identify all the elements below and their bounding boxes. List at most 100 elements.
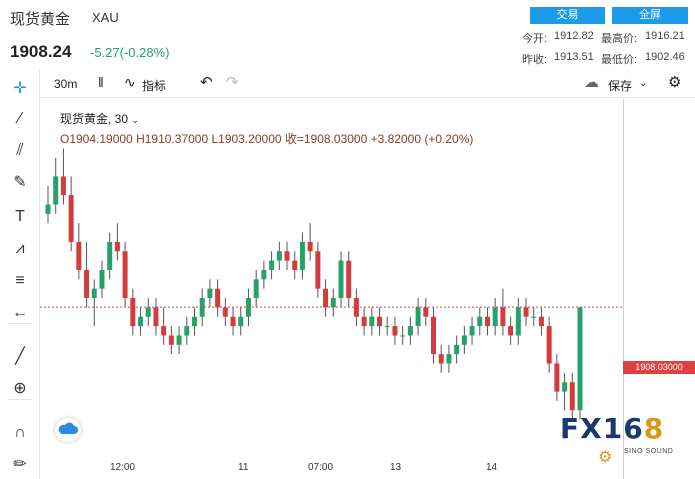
text-icon[interactable]: T	[15, 208, 25, 225]
candle-body	[145, 307, 151, 317]
time-tick-label: 12:00	[110, 462, 136, 473]
candle-body	[361, 316, 367, 327]
arrow-left-icon[interactable]: ←	[8, 302, 32, 324]
high-label: 最高价:	[601, 33, 638, 45]
candle-body	[276, 251, 282, 261]
candle-body	[400, 335, 406, 337]
candle-body	[515, 307, 521, 336]
low-label: 最低价:	[601, 54, 638, 66]
low-value: 1902.46	[645, 51, 685, 63]
open-value: 1912.82	[554, 30, 594, 42]
indicators-button[interactable]: 指标	[142, 79, 167, 93]
pattern-icon[interactable]: ⩘	[15, 240, 25, 257]
candle-body	[284, 251, 290, 261]
candle-body	[477, 316, 483, 327]
chevron-down-icon[interactable]: ⌄	[639, 78, 648, 89]
candle-body	[330, 298, 336, 308]
redo-icon[interactable]: ↷	[226, 74, 239, 91]
drawing-toolbar: ✛ ∕ ⫽ ✎ T ⩘ ≡ ← ╱ ⊕ ∩ ✏	[0, 70, 40, 479]
pencil-lock-icon[interactable]: ✏	[13, 456, 27, 473]
candle-body	[307, 241, 313, 252]
candle-body	[531, 316, 537, 318]
candle-body	[215, 288, 221, 308]
candle-body	[230, 316, 236, 327]
candle-body	[384, 326, 390, 328]
candle-body	[377, 316, 383, 327]
candle-body	[454, 344, 460, 355]
candle-body	[500, 307, 506, 327]
candle-body	[299, 241, 305, 270]
ohlc-readout: O1904.19000 H1910.37000 L1903.20000 收=19…	[60, 132, 474, 146]
logo-text: FX16	[560, 412, 644, 445]
candle-body	[392, 326, 398, 336]
logo-subtext: SINO SOUND	[624, 448, 674, 455]
candle-body	[538, 316, 544, 327]
candle-body	[523, 307, 529, 317]
candle-body	[153, 307, 159, 327]
brush-icon[interactable]: ✎	[13, 174, 27, 191]
candle-body	[114, 241, 120, 252]
candle-body	[68, 195, 74, 242]
candle-body	[176, 335, 182, 345]
price-change: -5.27(-0.28%)	[90, 45, 170, 60]
candle-body	[438, 354, 444, 364]
fullscreen-button[interactable]: 全屏	[612, 7, 688, 24]
cloud-icon[interactable]	[55, 418, 81, 442]
candle-body	[222, 307, 228, 317]
trade-button[interactable]: 交易	[530, 7, 605, 24]
candle-body	[91, 288, 97, 299]
candlestick-chart[interactable]	[40, 99, 624, 459]
save-button[interactable]: 保存	[608, 79, 633, 93]
magnet-icon[interactable]: ∩	[14, 424, 26, 441]
settings-icon[interactable]: ⚙	[668, 74, 682, 91]
fx168-logo: FX168	[560, 412, 664, 445]
candle-body	[45, 204, 51, 214]
chevron-down-icon[interactable]: ⌄	[131, 115, 139, 125]
quote-header: 现货黄金 XAU 1908.24 -5.27(-0.28%) 交易 全屏 今开:…	[0, 0, 695, 70]
candle-body	[323, 288, 329, 308]
candle-body	[546, 326, 552, 364]
candle-body	[554, 363, 560, 392]
cloud-save-icon[interactable]: ☁	[584, 74, 599, 91]
candle-body	[168, 335, 174, 345]
candle-body	[130, 298, 136, 327]
instrument-code: XAU	[92, 10, 119, 25]
open-label: 今开:	[522, 33, 548, 45]
candle-body	[60, 176, 66, 196]
candle-type-icon[interactable]: ‖	[98, 74, 104, 90]
candle-body	[53, 176, 59, 205]
price-axis-border	[623, 99, 624, 479]
indicators-icon[interactable]: ∿	[124, 74, 136, 90]
chart-gear-icon[interactable]: ⚙	[598, 449, 613, 466]
ruler-icon[interactable]: ╱	[15, 348, 25, 365]
candle-body	[446, 354, 452, 364]
candle-body	[346, 260, 352, 299]
candle-body	[269, 260, 275, 270]
instrument-name: 现货黄金	[10, 11, 71, 28]
undo-icon[interactable]: ↶	[200, 74, 213, 91]
zoom-in-icon[interactable]: ⊕	[8, 378, 32, 400]
interval-selector[interactable]: 30m	[54, 77, 78, 91]
candle-body	[84, 269, 90, 299]
last-price-tag: 1908.03000	[623, 361, 695, 374]
candle-body	[369, 316, 375, 327]
candle-body	[577, 307, 583, 411]
candle-body	[76, 241, 82, 270]
candle-body	[161, 326, 167, 336]
candle-body	[207, 288, 213, 299]
candle-body	[261, 269, 267, 280]
candle-body	[407, 326, 413, 336]
candle-body	[199, 298, 205, 317]
legend-title: 现货黄金, 30	[60, 112, 129, 126]
parallel-channel-icon[interactable]: ⫽	[16, 142, 24, 159]
crosshair-icon[interactable]: ✛	[13, 80, 27, 97]
last-price: 1908.24	[10, 42, 72, 61]
prev-close-value: 1913.51	[554, 51, 594, 63]
candle-body	[415, 307, 421, 327]
candle-body	[315, 251, 321, 289]
trend-line-icon[interactable]: ∕	[18, 110, 22, 127]
measure-fib-icon[interactable]: ≡	[15, 272, 25, 289]
candle-body	[184, 326, 190, 336]
candle-body	[238, 316, 244, 327]
candle-body	[99, 269, 105, 289]
